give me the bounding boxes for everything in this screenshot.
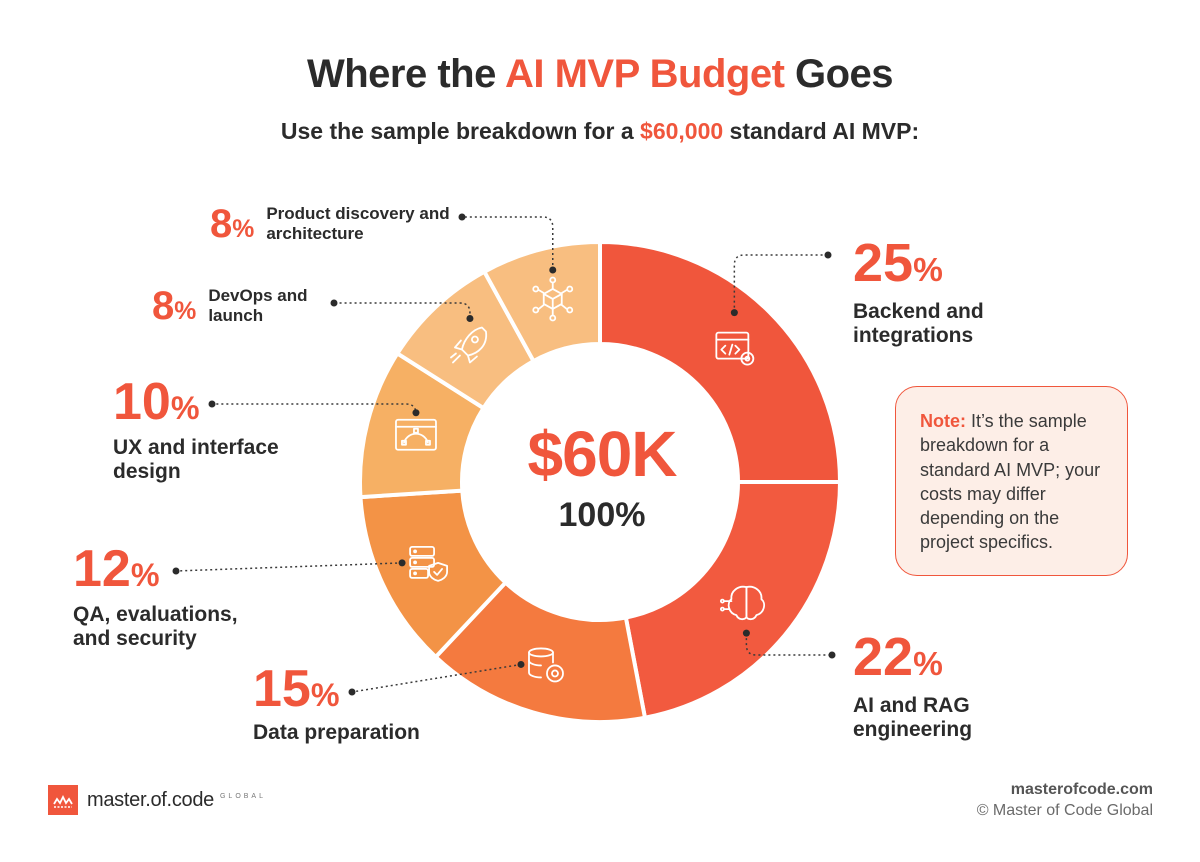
label-devops: 8% DevOps and launch — [152, 286, 318, 326]
leader-dot — [172, 567, 180, 575]
footer-credits: masterofcode.com © Master of Code Global — [977, 780, 1153, 822]
rocket-icon — [450, 326, 488, 364]
leader-dot — [742, 629, 750, 637]
note-text: It’s the sample breakdown for a standard… — [920, 411, 1101, 553]
leader-dot — [517, 660, 525, 668]
desc-devops: DevOps and launch — [208, 286, 308, 325]
leader-dot — [412, 409, 420, 417]
pct-data-prep: 15% — [253, 660, 340, 718]
note-label: Note: — [920, 411, 966, 431]
note-box: Note: It’s the sample breakdown for a st… — [895, 386, 1128, 576]
label-qa: 12% QA, evaluations, and security — [73, 543, 273, 651]
leader-line — [745, 633, 832, 656]
leader-line — [351, 663, 522, 693]
logo-mark-icon — [48, 785, 78, 815]
server-shield-icon — [409, 545, 448, 582]
pct-qa: 12% — [73, 540, 160, 598]
leader-dot — [398, 559, 406, 567]
database-gear-icon — [528, 647, 564, 683]
slice-product-discovery-and-architecture — [481, 239, 602, 364]
label-ai-rag: 22% AI and RAG engineering — [853, 630, 1003, 742]
design-window-icon — [395, 418, 437, 451]
leader-dot — [330, 299, 338, 307]
label-ux: 10% UX and interface design — [113, 376, 303, 484]
leader-line — [334, 302, 471, 319]
pct-discovery: 8% — [210, 202, 255, 246]
pct-ux: 10% — [113, 373, 200, 431]
pct-backend: 25% — [853, 233, 943, 293]
brain-circuit-icon — [719, 585, 766, 621]
title-accent: AI MVP Budget — [504, 52, 785, 96]
brand-tag: GLOBAL — [219, 792, 266, 800]
center-total: $60K — [527, 418, 678, 490]
brand-name: master.of.code — [87, 788, 214, 811]
label-backend: 25% Backend and integrations — [853, 236, 1013, 348]
pct-ai-rag: 22% — [853, 627, 943, 687]
leader-line — [462, 216, 554, 270]
leader-dot — [466, 314, 474, 322]
center-percent: 100% — [558, 496, 646, 534]
desc-qa: QA, evaluations, and security — [73, 603, 238, 651]
leader-line — [733, 254, 828, 313]
leader-dot — [824, 251, 832, 259]
subtitle-accent: $60,000 — [640, 118, 724, 144]
desc-backend: Backend and integrations — [853, 300, 984, 348]
footer-copyright: © Master of Code Global — [976, 801, 1153, 819]
desc-discovery: Product discovery and architecture — [266, 204, 450, 243]
page-subtitle: Use the sample breakdown for a $60,000 s… — [280, 118, 920, 144]
desc-data-prep: Data preparation — [253, 721, 420, 744]
footer-site: masterofcode.com — [1010, 781, 1153, 798]
leader-dot — [549, 266, 557, 274]
leader-dot — [730, 309, 738, 317]
label-data-prep: 15% Data preparation — [253, 663, 493, 745]
page-title: Where the AI MVP Budget Goes — [306, 52, 894, 96]
code-window-gear-icon — [715, 331, 755, 366]
leader-dot — [828, 651, 836, 659]
desc-ai-rag: AI and RAG engineering — [853, 694, 973, 742]
slice-backend-and-integrations — [598, 239, 843, 484]
label-discovery: 8% Product discovery and architecture — [210, 204, 456, 244]
cube-network-icon — [532, 276, 574, 322]
leader-dot — [208, 400, 216, 408]
pct-devops: 8% — [152, 284, 197, 328]
brand-logo: master.of.code GLOBAL — [48, 785, 266, 815]
desc-ux: UX and interface design — [113, 436, 279, 484]
slice-ai-and-rag-engineering — [623, 480, 843, 721]
leader-dot — [348, 688, 356, 696]
leader-dot — [458, 213, 466, 221]
